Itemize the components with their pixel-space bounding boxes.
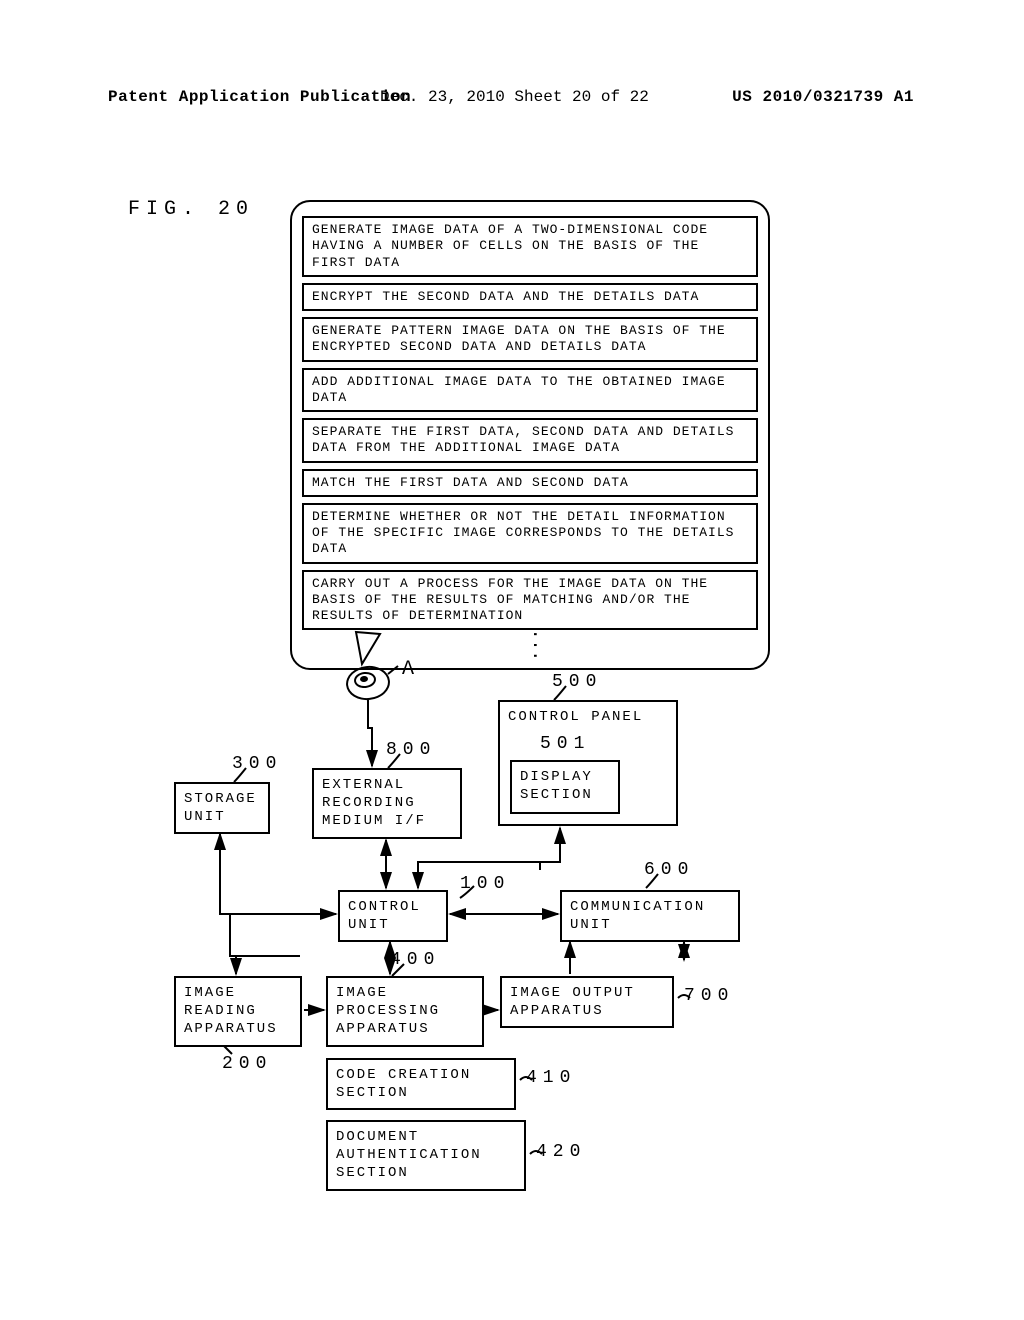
step-box: GENERATE PATTERN IMAGE DATA ON THE BASIS… — [302, 317, 758, 362]
block-ext_med: EXTERNALRECORDINGMEDIUM I/F — [312, 768, 462, 839]
step-box: DETERMINE WHETHER OR NOT THE DETAIL INFO… — [302, 503, 758, 564]
refnum-doc_auth: 420 — [536, 1142, 586, 1162]
edge — [230, 914, 300, 974]
page: Patent Application Publication Dec. 23, … — [0, 0, 1024, 1320]
steps-bubble: GENERATE IMAGE DATA OF A TWO-DIMENSIONAL… — [290, 200, 770, 670]
edge — [220, 834, 336, 914]
refnum-control: 100 — [460, 874, 510, 894]
block-code_sec: CODE CREATIONSECTION — [326, 1058, 516, 1110]
figure-label: FIG. 20 — [128, 198, 254, 221]
refnum-storage: 300 — [232, 754, 282, 774]
step-box: GENERATE IMAGE DATA OF A TWO-DIMENSIONAL… — [302, 216, 758, 277]
step-box: MATCH THE FIRST DATA AND SECOND DATA — [302, 469, 758, 497]
header-center: Dec. 23, 2010 Sheet 20 of 22 — [380, 88, 649, 106]
step-box: ADD ADDITIONAL IMAGE DATA TO THE OBTAINE… — [302, 368, 758, 413]
header-right: US 2010/0321739 A1 — [732, 88, 914, 106]
refnum-img_read: 200 — [222, 1054, 272, 1074]
block-storage: STORAGEUNIT — [174, 782, 270, 834]
block-doc_auth: DOCUMENTAUTHENTICATIONSECTION — [326, 1120, 526, 1191]
step-box: SEPARATE THE FIRST DATA, SECOND DATA AND… — [302, 418, 758, 463]
block-img_out: IMAGE OUTPUTAPPARATUS — [500, 976, 674, 1028]
refnum-comm: 600 — [644, 860, 694, 880]
vdots-icon: ··· — [531, 629, 537, 661]
header-left: Patent Application Publication — [108, 88, 411, 106]
refnum-img_proc: 400 — [390, 950, 440, 970]
block-img_read: IMAGEREADINGAPPARATUS — [174, 976, 302, 1047]
refnum-code_sec: 410 — [526, 1068, 576, 1088]
block-comm: COMMUNICATIONUNIT — [560, 890, 740, 942]
block-img_proc: IMAGEPROCESSINGAPPARATUS — [326, 976, 484, 1047]
block-control: CONTROLUNIT — [338, 890, 448, 942]
block-display: DISPLAYSECTION — [510, 760, 620, 814]
edge — [368, 700, 372, 766]
refnum-ext_med: 800 — [386, 740, 436, 760]
refnum-ctrl_pnl: 500 — [552, 672, 602, 692]
refnum-img_out: 700 — [684, 986, 734, 1006]
step-box: ENCRYPT THE SECOND DATA AND THE DETAILS … — [302, 283, 758, 311]
refnum-display: 501 — [540, 734, 590, 754]
step-box: CARRY OUT A PROCESS FOR THE IMAGE DATA O… — [302, 570, 758, 631]
disc-label: A — [402, 658, 414, 681]
